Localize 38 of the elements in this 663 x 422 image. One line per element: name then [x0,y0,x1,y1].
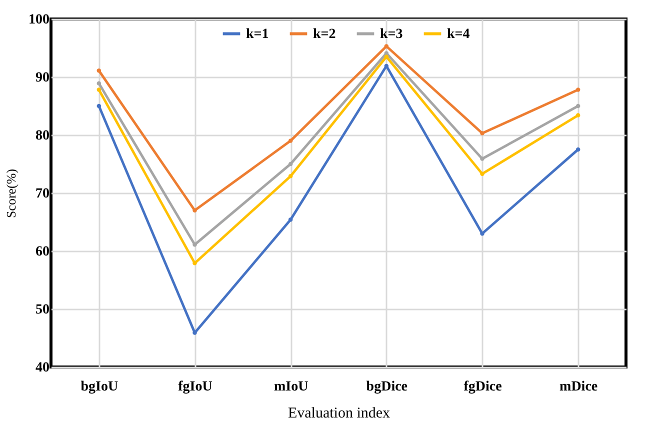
legend-label: k=1 [246,26,269,42]
legend-label: k=2 [313,26,336,42]
point [480,172,484,176]
y-tick-label: 40 [36,360,50,376]
point [480,131,484,136]
point [96,68,102,73]
y-tick-label: 90 [36,70,50,86]
point [576,113,580,118]
y-tick-label: 80 [36,128,50,144]
x-tick-label: bgIoU [80,380,118,394]
point [384,54,389,59]
x-tick-label: mDice [560,380,598,394]
point [288,174,293,178]
legend-label: k=4 [447,26,470,42]
y-tick-label: 50 [36,302,50,318]
x-tick-label: bgDice [366,380,408,394]
point [96,88,102,92]
point [96,81,102,86]
point [192,208,197,213]
x-tick-label: fgDice [464,380,502,394]
y-tick-label: 60 [36,244,50,260]
legend-label: k=3 [380,26,403,42]
y-tick-label: 70 [36,186,50,202]
y-tick-label: 100 [28,12,50,28]
point [576,147,580,152]
point [576,104,580,108]
point [192,261,197,266]
x-tick-label: mIoU [274,380,308,394]
point [288,138,293,143]
point [384,44,389,48]
point [576,88,580,92]
y-axis-title: Score(%) [4,168,18,218]
point [480,156,484,161]
x-tick-label: fgIoU [178,380,212,394]
point [96,104,102,108]
point [288,162,293,166]
x-axis-title: Evaluation index [288,406,391,422]
point [288,218,293,222]
